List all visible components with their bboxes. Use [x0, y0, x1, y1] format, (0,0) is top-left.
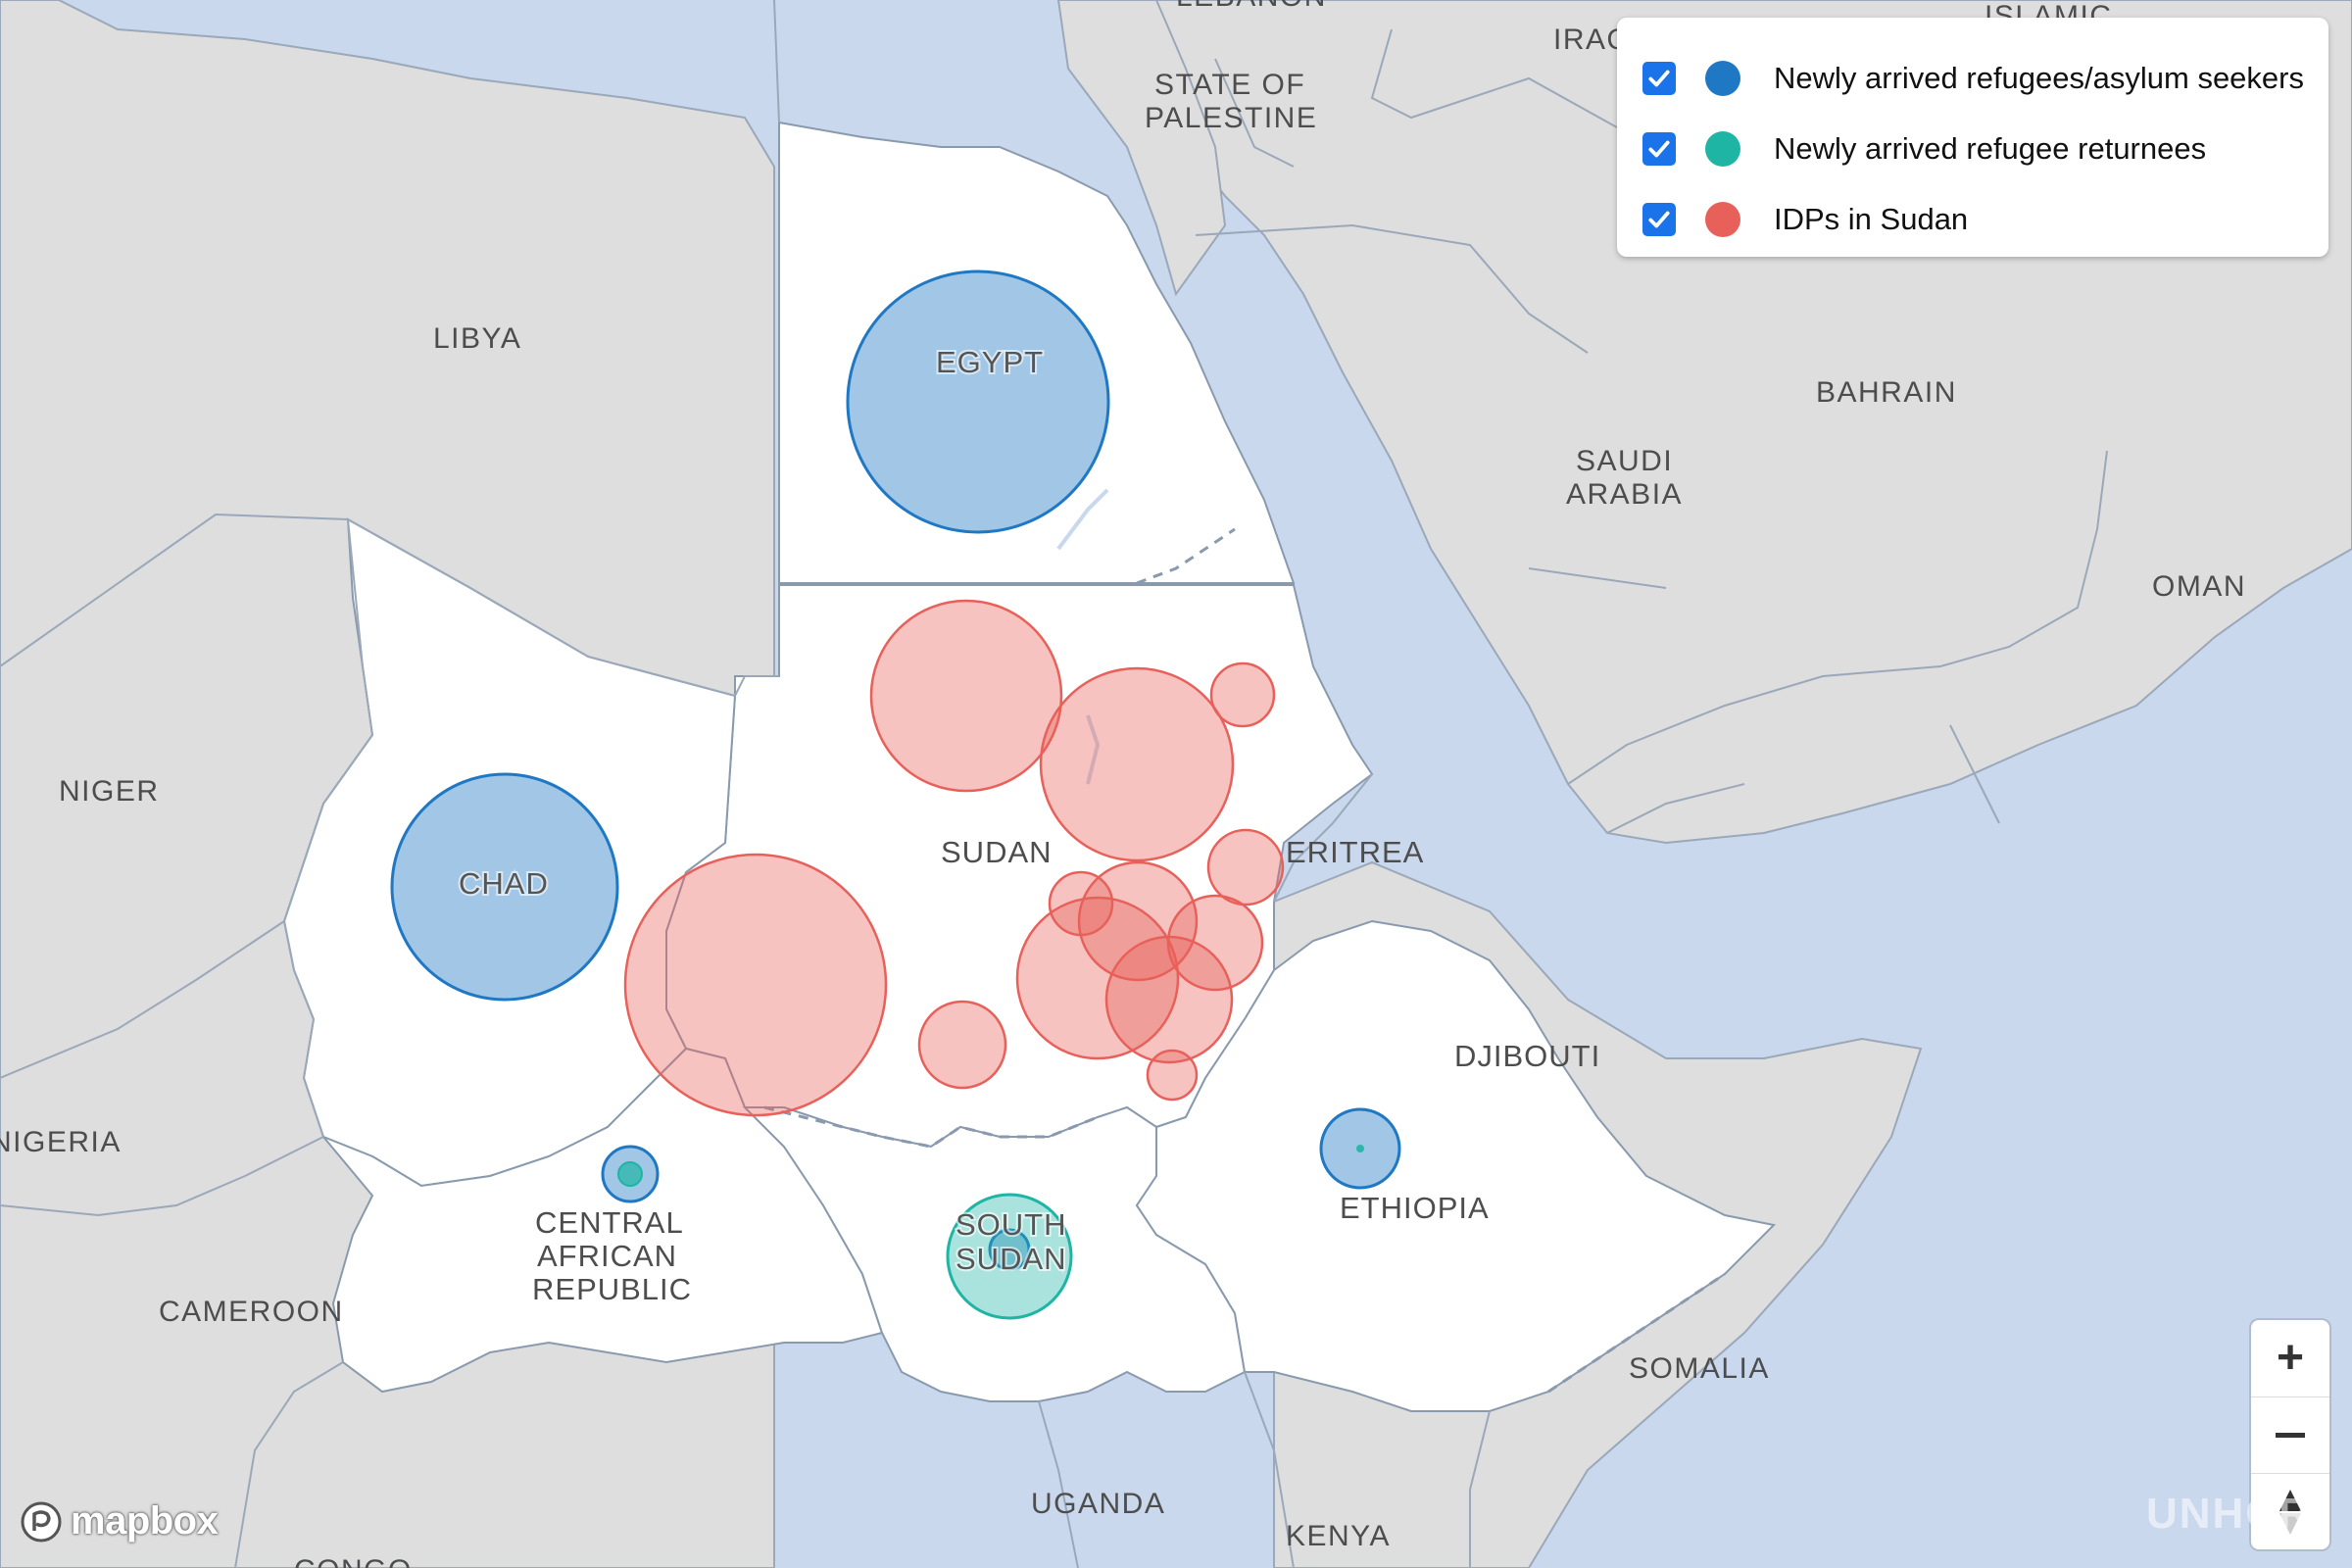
bubble-idp-kordofan[interactable]: [1048, 870, 1114, 937]
country-labels: LEBANON IRAQ ISLAMIC STATE OF PALESTINE …: [0, 0, 2246, 1568]
label-uganda: UGANDA: [1031, 1488, 1165, 1520]
bubble-idp-sennar[interactable]: [1104, 935, 1234, 1064]
legend-dot-refugees: [1705, 61, 1740, 96]
label-cameroon: CAMEROON: [159, 1296, 344, 1328]
idp-bubbles[interactable]: [623, 599, 1285, 1117]
bubble-idp-south-kordofan[interactable]: [917, 1000, 1007, 1090]
zoom-in-button[interactable]: +: [2251, 1320, 2329, 1396]
legend-checkbox-returnees[interactable]: [1642, 132, 1676, 166]
minus-icon: [2276, 1432, 2305, 1438]
label-libya: LIBYA: [433, 322, 521, 355]
nile-river: [1056, 488, 1109, 785]
legend-item-returnees[interactable]: Newly arrived refugee returnees: [1642, 114, 2328, 184]
label-south-sudan-2: SUDAN: [956, 1242, 1067, 1276]
bubble-idp-white-nile[interactable]: [1015, 896, 1180, 1060]
unhcr-watermark: UNHCR: [2146, 1490, 2312, 1538]
country-car[interactable]: [322, 1047, 884, 1394]
bubble-idp-north-darfur[interactable]: [869, 599, 1063, 793]
label-saudi-1: SAUDI: [1576, 445, 1673, 477]
land-levant: [1056, 0, 1227, 297]
zoom-controls: +: [2251, 1320, 2329, 1549]
legend-panel: Newly arrived refugees/asylum seekers Ne…: [1617, 18, 2328, 257]
label-south-sudan-1: SOUTH: [956, 1207, 1067, 1242]
check-icon: [1648, 211, 1670, 228]
bubble-south-sudan-refugees[interactable]: [988, 1228, 1031, 1271]
label-eritrea: ERITREA: [1286, 835, 1424, 869]
returnee-bubbles[interactable]: [617, 1145, 1364, 1320]
check-icon: [1648, 70, 1670, 87]
compass-icon: [2279, 1489, 2301, 1535]
bubble-idp-blue-nile[interactable]: [1146, 1049, 1199, 1102]
check-icon: [1648, 140, 1670, 158]
bubble-chad[interactable]: [390, 772, 619, 1002]
disputed-boundaries: [763, 527, 1726, 1394]
label-djibouti: DJIBOUTI: [1454, 1039, 1600, 1073]
boundary-lines: [0, 0, 2108, 1568]
legend-checkbox-idps[interactable]: [1642, 203, 1676, 236]
compass-button[interactable]: [2251, 1473, 2329, 1549]
legend-label-returnees: Newly arrived refugee returnees: [1774, 131, 2207, 166]
legend-checkbox-refugees[interactable]: [1642, 62, 1676, 95]
plus-icon: +: [2276, 1332, 2305, 1384]
mapbox-logo-text: mapbox: [71, 1499, 219, 1543]
label-nigeria: NIGERIA: [0, 1126, 122, 1158]
label-sudan: SUDAN: [941, 835, 1053, 869]
label-kenya: KENYA: [1286, 1520, 1391, 1552]
legend-dot-returnees: [1705, 131, 1740, 167]
legend-dot-idps: [1705, 202, 1740, 237]
label-somalia: SOMALIA: [1629, 1352, 1770, 1385]
bubble-idp-gezira[interactable]: [1166, 894, 1264, 992]
mapbox-logo-icon: [21, 1501, 62, 1542]
label-car-1: CENTRAL: [535, 1205, 684, 1240]
bubble-egypt[interactable]: [846, 270, 1110, 534]
label-iraq: IRAQ: [1553, 24, 1631, 56]
bubble-idp-kassala[interactable]: [1206, 828, 1285, 906]
label-saudi-2: ARABIA: [1566, 478, 1683, 511]
label-drc: CONGO: [294, 1554, 413, 1568]
bubble-idp-khartoum[interactable]: [1077, 860, 1199, 982]
legend-item-refugees[interactable]: Newly arrived refugees/asylum seekers: [1642, 43, 2328, 114]
label-palestine-1: STATE OF: [1154, 69, 1305, 101]
label-ethiopia: ETHIOPIA: [1340, 1191, 1490, 1225]
label-palestine-2: PALESTINE: [1145, 102, 1317, 134]
country-ethiopia[interactable]: [1135, 919, 1777, 1412]
zoom-out-button[interactable]: [2251, 1396, 2329, 1473]
country-egypt[interactable]: [778, 121, 1296, 584]
label-chad: CHAD: [459, 866, 549, 901]
label-car-2: AFRICAN: [537, 1239, 677, 1273]
label-lebanon: LEBANON: [1176, 0, 1327, 13]
bubble-south-sudan-returnees[interactable]: [946, 1193, 1073, 1320]
refugee-bubbles[interactable]: [390, 270, 1401, 1271]
mapbox-attribution[interactable]: mapbox: [20, 1499, 219, 1544]
legend-label-idps: IDPs in Sudan: [1774, 202, 1969, 236]
legend-item-idps[interactable]: IDPs in Sudan: [1642, 184, 2328, 255]
bubble-idp-red-sea[interactable]: [1209, 662, 1276, 728]
label-oman: OMAN: [2152, 570, 2246, 603]
label-bahrain: BAHRAIN: [1816, 376, 1957, 409]
label-car-3: REPUBLIC: [532, 1272, 692, 1306]
label-niger: NIGER: [59, 775, 160, 808]
label-egypt: EGYPT: [936, 345, 1044, 379]
bubble-car-returnees[interactable]: [617, 1161, 643, 1187]
bubble-idp-northern[interactable]: [1039, 666, 1235, 862]
legend-label-refugees: Newly arrived refugees/asylum seekers: [1774, 61, 2304, 95]
bubble-ethiopia-returnees[interactable]: [1356, 1145, 1364, 1152]
bubble-idp-darfur-west[interactable]: [623, 853, 888, 1117]
